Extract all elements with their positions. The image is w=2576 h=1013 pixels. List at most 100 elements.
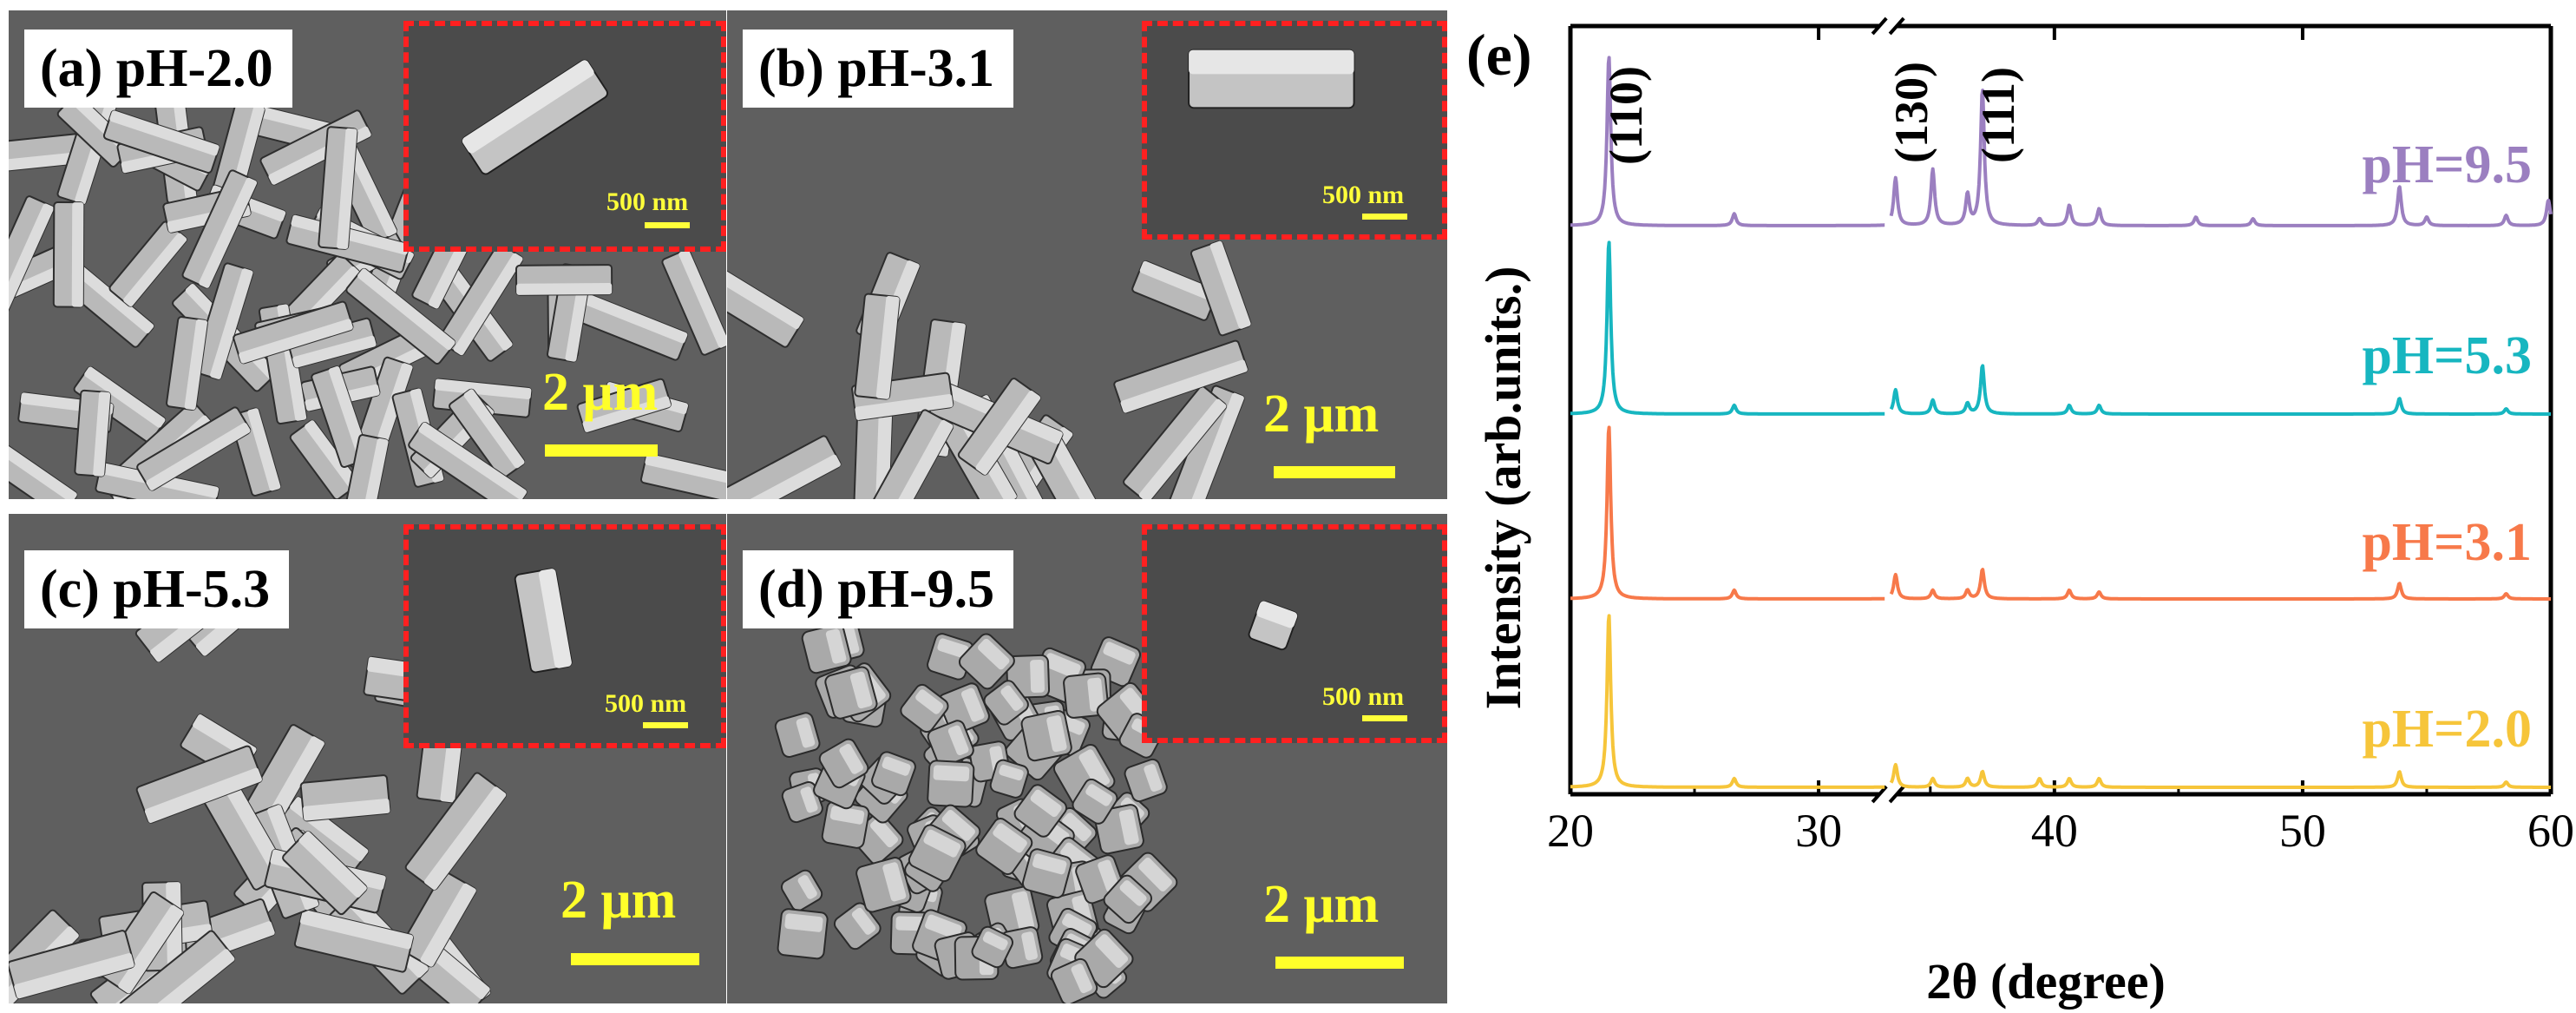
- nanorod: [282, 831, 368, 916]
- inset-scale-bar-c: [643, 722, 688, 728]
- x-tick-label: 50: [2279, 805, 2326, 857]
- nanoparticle: [871, 751, 916, 797]
- peak-annotation: (130): [1885, 62, 1937, 163]
- nanorod: [318, 126, 358, 250]
- series-line-ph-5-3-right: [1889, 364, 2553, 416]
- sem-image-c: [9, 557, 515, 1003]
- nanorod: [432, 378, 533, 418]
- nanoparticle: [938, 682, 990, 735]
- axis-break-mark: [1888, 16, 1905, 36]
- nanorod: [181, 169, 258, 289]
- x-axis-label: 2θ (degree): [1926, 953, 2166, 1010]
- sem-image-a: [9, 75, 726, 499]
- nanorod: [52, 201, 85, 308]
- nanorod: [135, 745, 263, 824]
- nanorod: [341, 434, 390, 499]
- nanoparticle: [989, 759, 1029, 799]
- nanorod: [727, 435, 842, 499]
- nanorod: [299, 774, 391, 822]
- nanoparticle: [1063, 672, 1110, 719]
- scale-bar-c: [571, 953, 699, 965]
- inset-particle: [1188, 49, 1355, 109]
- nanoparticle: [1000, 926, 1044, 970]
- inset-d: 500 nm: [1142, 524, 1447, 743]
- nanorod: [727, 240, 804, 348]
- sem-image-d: [774, 621, 1178, 1003]
- nanorod: [449, 388, 526, 480]
- series-line-ph-9-5-right: [1889, 89, 2553, 227]
- inset-scale-label-a: 500 nm: [606, 187, 689, 216]
- nanoparticle: [818, 738, 869, 789]
- nanorod: [9, 444, 78, 499]
- series-label: pH=5.3: [2362, 326, 2532, 385]
- nanoparticle: [821, 800, 870, 849]
- sem-panel-b: (b) pH-3.1 500 nm 2 μm: [727, 10, 1447, 499]
- nanoparticle: [927, 760, 975, 808]
- inset-image-c: [514, 568, 573, 674]
- nanorod: [293, 909, 414, 973]
- nanorod: [1113, 339, 1249, 414]
- panel-label-a: (a) pH-2.0: [24, 30, 292, 108]
- nanoparticle: [855, 857, 912, 913]
- nanoparticle: [1103, 874, 1152, 924]
- x-tick-label: 20: [1547, 805, 1594, 857]
- x-tick-label: 60: [2527, 805, 2574, 857]
- nanorod: [74, 389, 112, 477]
- nanorod: [108, 220, 187, 307]
- nanoparticle: [824, 666, 878, 720]
- inset-particle: [1248, 600, 1298, 651]
- sem-panel-d: (d) pH-9.5 500 nm 2 μm: [727, 514, 1447, 1003]
- nanorod: [9, 195, 55, 327]
- sem-image-b: [727, 240, 1252, 499]
- inset-particle: [514, 568, 573, 674]
- nanoparticle: [774, 712, 821, 759]
- series-line-ph-2-0-right: [1889, 762, 2553, 789]
- axis-break-mark: [1888, 785, 1905, 804]
- nanorod: [102, 109, 220, 174]
- nanoparticle: [908, 824, 967, 883]
- nanorod: [408, 422, 528, 499]
- scale-bar-d: [1275, 957, 1404, 969]
- series-line-ph-9-5-left: [1569, 56, 1886, 227]
- scale-label-a: 2 μm: [542, 363, 659, 422]
- nanorod: [1190, 240, 1252, 337]
- y-axis-label: Intensity (arb.units.): [1475, 266, 1531, 710]
- panel-label-c: (c) pH-5.3: [24, 550, 290, 628]
- nanorod: [854, 293, 901, 400]
- series-line-ph-5-3-left: [1569, 240, 1886, 416]
- scale-bar-b: [1274, 466, 1395, 478]
- nanorod: [9, 930, 135, 1000]
- nanoparticle: [983, 680, 1029, 726]
- nanorod: [166, 316, 208, 411]
- axis-break-mark: [1871, 785, 1888, 804]
- nanorod: [639, 452, 726, 499]
- nanoparticle: [1013, 784, 1068, 838]
- inset-scale-label-b: 500 nm: [1322, 181, 1405, 209]
- nanorod: [661, 248, 726, 356]
- inset-b: 500 nm: [1142, 21, 1447, 240]
- peak-annotation: (110): [1600, 66, 1652, 165]
- panel-label-b: (b) pH-3.1: [743, 30, 1014, 108]
- series-label: pH=2.0: [2362, 700, 2532, 759]
- nanorod: [957, 378, 1041, 476]
- nanoparticle: [1050, 957, 1098, 1003]
- inset-image-a: [462, 59, 608, 175]
- panel-label-d: (d) pH-9.5: [743, 550, 1014, 628]
- series-line-ph-3-1-right: [1889, 568, 2553, 601]
- nanorod: [399, 871, 477, 968]
- nanorod: [863, 409, 954, 499]
- axis-break-mark: [1871, 16, 1888, 36]
- scale-label-c: 2 μm: [560, 871, 677, 930]
- nanorod: [119, 930, 235, 1003]
- nanoparticle: [958, 633, 1015, 690]
- nanorod: [515, 264, 613, 296]
- sem-panel-a: (a) pH-2.0 500 nm 2 μm: [9, 10, 726, 499]
- nanorod: [192, 262, 254, 380]
- nanorod: [233, 300, 354, 365]
- x-tick-label: 40: [2031, 805, 2078, 857]
- nanorod: [576, 378, 672, 433]
- chart-panel-label: (e): [1466, 22, 1531, 88]
- scale-label-d: 2 μm: [1263, 875, 1380, 934]
- inset-particle: [462, 59, 608, 175]
- nanoparticle: [1020, 709, 1072, 762]
